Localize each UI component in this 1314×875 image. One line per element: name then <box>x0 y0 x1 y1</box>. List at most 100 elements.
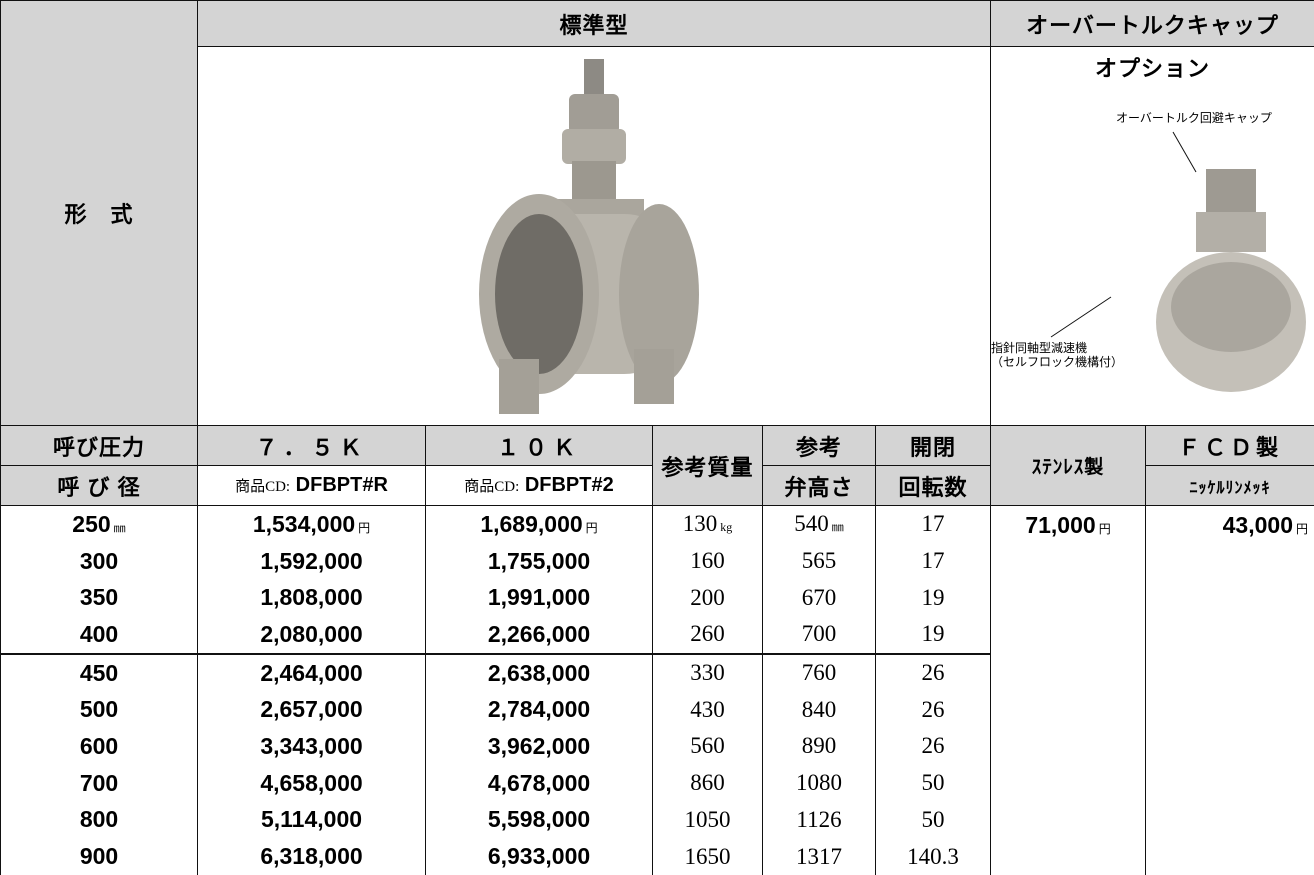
cell: 1,808,000 <box>198 579 426 616</box>
cell: 5,598,000 <box>426 802 653 839</box>
cell: 840 <box>763 691 876 728</box>
turns-header: 開閉 <box>876 426 991 466</box>
cell: 5,114,000 <box>198 802 426 839</box>
cell: 400 <box>1 616 198 654</box>
cell: 26 <box>876 728 991 765</box>
cell-value: 2,638,000 <box>488 660 590 686</box>
cell: 4,658,000 <box>198 765 426 802</box>
text: 参考質量 <box>661 455 753 480</box>
cell-value: 2,080,000 <box>260 621 362 647</box>
type-label-text: 形 式 <box>64 202 133 227</box>
cell: 900 <box>1 838 198 875</box>
option-title: オーバートルクキャップ <box>1026 13 1279 38</box>
option-image-cell: オプション オーバートルク回避キャップ 指針同軸型減速機（セルフロック機構付） <box>991 47 1314 426</box>
cell-value: 5,598,000 <box>488 806 590 832</box>
cell-value: 2,464,000 <box>260 660 362 686</box>
text: １０Ｋ <box>497 435 581 460</box>
cell-value: 2,784,000 <box>488 696 590 722</box>
cell-value: 26 <box>922 660 945 685</box>
cell: 560 <box>653 728 763 765</box>
text: ＦＣＤ製 <box>1178 435 1282 460</box>
cell-value: 5,114,000 <box>261 806 362 832</box>
cell-value: 6,318,000 <box>260 843 362 869</box>
height-header: 参考 <box>763 426 876 466</box>
pressure: １０Ｋ <box>426 426 653 466</box>
cell: 250 ㎜ <box>1 506 198 543</box>
weight-header: 参考質量 <box>653 426 763 506</box>
valve-image-cell <box>198 47 991 426</box>
cell: 760 <box>763 654 876 692</box>
cell-value: 700 <box>802 621 837 646</box>
cell-value: 140.3 <box>907 844 959 869</box>
cell-value: 4,678,000 <box>488 770 590 796</box>
text: 参考 <box>796 435 842 460</box>
cell-value: 1317 <box>796 844 842 869</box>
cell-value: 1,808,000 <box>260 584 362 610</box>
cell: 50 <box>876 802 991 839</box>
cell: 6,933,000 <box>426 838 653 875</box>
text: ｽﾃﾝﾚｽ製 <box>1032 457 1105 478</box>
cell: 26 <box>876 691 991 728</box>
cell: 2,266,000 <box>426 616 653 654</box>
cell-value: 860 <box>690 770 725 795</box>
unit: 円 <box>1296 522 1308 536</box>
cell-value: 565 <box>802 548 837 573</box>
text: 弁高さ <box>784 475 853 500</box>
cell: 1650 <box>653 838 763 875</box>
turns-header: 回転数 <box>876 466 991 506</box>
cell: 700 <box>1 765 198 802</box>
cell: 1126 <box>763 802 876 839</box>
cell-value: 900 <box>80 843 118 869</box>
cell-value: 260 <box>690 621 725 646</box>
cell: 17 <box>876 506 991 543</box>
cell-value: 330 <box>690 660 725 685</box>
cell-value: 3,343,000 <box>260 733 362 759</box>
height-header: 弁高さ <box>763 466 876 506</box>
option-price: 71,000 <box>1025 512 1095 538</box>
cell-value: 2,266,000 <box>488 621 590 647</box>
cell: 1,991,000 <box>426 579 653 616</box>
text: 回転数 <box>899 475 968 500</box>
cell-value: 26 <box>922 733 945 758</box>
cell-value: 700 <box>80 770 118 796</box>
standard-text: 標準型 <box>560 13 629 38</box>
unit: 円 <box>358 521 370 535</box>
unit: 円 <box>586 521 598 535</box>
cell-value: 1,592,000 <box>260 548 362 574</box>
cell-value: 540 <box>794 511 829 536</box>
cell: 670 <box>763 579 876 616</box>
cell-value: 500 <box>80 696 118 722</box>
cell-value: 160 <box>690 548 725 573</box>
cell-value: 840 <box>802 697 837 722</box>
cell-value: 560 <box>690 733 725 758</box>
cell: 890 <box>763 728 876 765</box>
cell-value: 50 <box>922 807 945 832</box>
cell-value: 250 <box>72 511 110 537</box>
cell-value: 3,962,000 <box>488 733 590 759</box>
cell: 700 <box>763 616 876 654</box>
cell-value: 19 <box>922 621 945 646</box>
standard-header: 標準型 <box>198 1 991 47</box>
cell-value: 890 <box>802 733 837 758</box>
unit: ㎜ <box>114 521 126 535</box>
cell-value: 350 <box>80 584 118 610</box>
cell: 260 <box>653 616 763 654</box>
cell-value: 6,933,000 <box>488 843 590 869</box>
cell: 1317 <box>763 838 876 875</box>
cell-value: 1,755,000 <box>488 548 590 574</box>
cell-value: 19 <box>922 585 945 610</box>
cell: 2,784,000 <box>426 691 653 728</box>
product-code: 商品CD: DFBPT#R <box>198 466 426 506</box>
cell-value: 400 <box>80 621 118 647</box>
cell: 140.3 <box>876 838 991 875</box>
cell: 19 <box>876 579 991 616</box>
product-code: 商品CD: DFBPT#2 <box>426 466 653 506</box>
cell-value: 1126 <box>796 807 841 832</box>
